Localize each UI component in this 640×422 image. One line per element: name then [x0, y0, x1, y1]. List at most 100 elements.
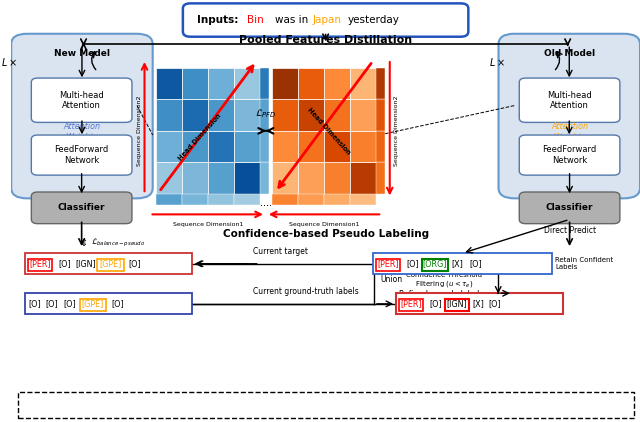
- Text: [GPE]: [GPE]: [22, 402, 43, 408]
- Text: [O]: [O]: [469, 259, 482, 268]
- Text: ...: ...: [263, 198, 272, 208]
- Bar: [208, 99, 234, 131]
- Bar: [272, 99, 298, 131]
- Text: [O]: [O]: [28, 299, 41, 308]
- Bar: [260, 131, 269, 162]
- Bar: [445, 299, 469, 311]
- Text: Multi-head
Attention: Multi-head Attention: [547, 91, 592, 110]
- Bar: [376, 259, 400, 271]
- FancyBboxPatch shape: [519, 78, 620, 122]
- Text: [PER]: [PER]: [377, 259, 399, 268]
- Text: [GPE]: [GPE]: [316, 3, 337, 12]
- Text: Head Dimension: Head Dimension: [307, 106, 352, 155]
- Text: [O]: [O]: [293, 3, 305, 12]
- Bar: [350, 162, 376, 194]
- Text: Inputs:: Inputs:: [196, 15, 238, 25]
- Bar: [350, 99, 376, 131]
- Bar: [28, 259, 52, 271]
- Bar: [156, 68, 182, 99]
- Text: Classifier: Classifier: [58, 203, 106, 212]
- Text: [GPE]: [GPE]: [99, 259, 122, 268]
- Bar: [350, 194, 376, 205]
- Bar: [324, 99, 350, 131]
- Text: Full labels:: Full labels:: [222, 3, 263, 12]
- Bar: [399, 299, 423, 311]
- FancyBboxPatch shape: [31, 192, 132, 224]
- Bar: [272, 162, 298, 194]
- Text: FeedForward
Network: FeedForward Network: [54, 146, 109, 165]
- Bar: [208, 68, 234, 99]
- Bar: [298, 68, 324, 99]
- Bar: [298, 194, 324, 205]
- Bar: [182, 194, 208, 205]
- Text: Sequence Dimension1: Sequence Dimension1: [289, 222, 359, 227]
- Text: Retain Confident
Labels: Retain Confident Labels: [555, 257, 613, 270]
- Bar: [182, 162, 208, 194]
- Bar: [324, 68, 350, 99]
- Text: FeedForward
Network: FeedForward Network: [543, 146, 596, 165]
- Bar: [272, 194, 298, 205]
- Bar: [298, 131, 324, 162]
- Text: Future Entity Types: Future Entity Types: [244, 402, 314, 408]
- Bar: [372, 253, 552, 274]
- FancyBboxPatch shape: [31, 135, 132, 175]
- Bar: [234, 68, 260, 99]
- Bar: [298, 99, 324, 131]
- Text: [IGN]: [IGN]: [76, 259, 96, 268]
- Text: [X]: [X]: [472, 299, 484, 308]
- Text: [O]: [O]: [488, 299, 501, 308]
- Text: non-entity type: non-entity type: [325, 402, 381, 408]
- Text: Current target: Current target: [253, 247, 308, 256]
- Bar: [156, 131, 182, 162]
- Bar: [422, 259, 448, 271]
- Text: Refined pseudo labels: Refined pseudo labels: [399, 290, 484, 299]
- Bar: [350, 68, 376, 99]
- Bar: [396, 293, 563, 314]
- Text: Attention
Weights: Attention Weights: [63, 122, 100, 142]
- Bar: [25, 253, 191, 274]
- Bar: [234, 131, 260, 162]
- Bar: [234, 162, 260, 194]
- Text: [O]: [O]: [429, 299, 442, 308]
- Text: Not Operation: Not Operation: [394, 402, 445, 408]
- Text: [O]: [O]: [304, 3, 316, 12]
- Text: Head Dimension: Head Dimension: [177, 113, 222, 162]
- Text: $\Updownarrow$: $\Updownarrow$: [79, 237, 88, 248]
- Text: [X]: [X]: [382, 402, 393, 408]
- Text: Direct Predict: Direct Predict: [543, 226, 596, 235]
- Text: [ORG]: [ORG]: [423, 259, 447, 268]
- Bar: [17, 392, 634, 418]
- Text: [DATE]: [DATE]: [218, 402, 243, 408]
- Bar: [208, 131, 234, 162]
- Text: [O]: [O]: [314, 402, 325, 408]
- Text: Pooled Features Distillation: Pooled Features Distillation: [239, 35, 412, 45]
- Text: Union: Union: [380, 275, 403, 284]
- FancyBboxPatch shape: [519, 135, 620, 175]
- Text: $\mathcal{L}_{balance-pseudo}$: $\mathcal{L}_{balance-pseudo}$: [91, 237, 145, 249]
- Text: Japan: Japan: [313, 15, 342, 25]
- Text: [DATE]: [DATE]: [335, 3, 362, 12]
- Text: Old Entity Types: Old Entity Types: [161, 402, 220, 408]
- Text: [X]: [X]: [451, 259, 463, 268]
- Text: [O]: [O]: [46, 299, 58, 308]
- Text: [O]: [O]: [129, 259, 141, 268]
- Text: Sequence Dimension2: Sequence Dimension2: [394, 95, 399, 166]
- Text: $L\times$: $L\times$: [488, 56, 505, 68]
- Bar: [156, 162, 182, 194]
- Bar: [260, 68, 269, 99]
- Text: [O]: [O]: [111, 299, 124, 308]
- Bar: [324, 194, 350, 205]
- Text: [IGN]: [IGN]: [441, 402, 460, 408]
- Text: [PER]: [PER]: [400, 299, 422, 308]
- Bar: [234, 194, 260, 205]
- Text: Multi-head
Attention: Multi-head Attention: [60, 91, 104, 110]
- Bar: [208, 194, 234, 205]
- Text: [PER]: [PER]: [272, 3, 293, 12]
- Text: Attention
Weights: Attention Weights: [551, 122, 588, 142]
- Bar: [272, 131, 298, 162]
- Text: ...: ...: [260, 198, 269, 208]
- Bar: [156, 99, 182, 131]
- Bar: [234, 99, 260, 131]
- Bar: [260, 162, 269, 194]
- Bar: [324, 131, 350, 162]
